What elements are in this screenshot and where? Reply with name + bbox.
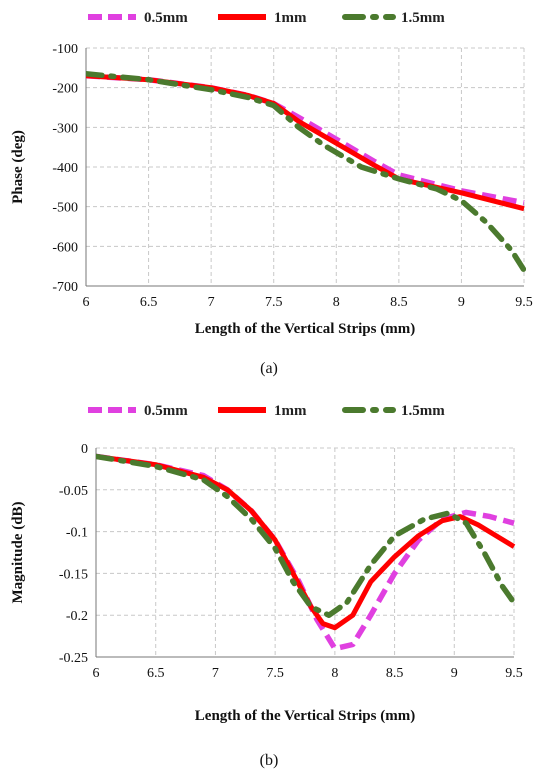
y-tick-label: -0.2 (66, 609, 88, 624)
series-line-1p5mm (96, 453, 516, 618)
x-tick-label: 9 (458, 295, 465, 310)
y-tick-label: -0.25 (59, 651, 88, 666)
y-tick-label: -500 (52, 201, 78, 216)
caption-b: (b) (260, 752, 279, 769)
panel-b: 6 6.5 7 7.5 8 8.5 9 9.5 0 -0.05 -0.1 -0.15 -0.2 -0.25… (10, 403, 523, 724)
x-tick-label: 8 (331, 666, 338, 681)
x-tick-label: 9.5 (515, 295, 533, 310)
x-tick-label: 9.5 (505, 666, 523, 681)
caption-a: (a) (260, 360, 278, 377)
x-tick-label: 6 (93, 666, 100, 681)
y-tick-label: -400 (52, 161, 78, 176)
series-line-1p5mm (86, 71, 526, 273)
y-tick-label: -0.15 (59, 567, 88, 582)
x-tick-label: 8 (333, 295, 340, 310)
series-line-1mm (96, 453, 516, 631)
legend-label: 1mm (274, 403, 307, 419)
x-axis-title: Length of the Vertical Strips (mm) (195, 321, 415, 337)
y-tick-label: -0.1 (66, 526, 88, 541)
series-line-1mm (86, 73, 525, 212)
x-axis-title: Length of the Vertical Strips (mm) (195, 708, 415, 724)
x-tick-label: 6.5 (140, 295, 158, 310)
y-axis-title: Magnitude (dB) (10, 501, 26, 603)
series-line-0p5mm (86, 73, 525, 206)
legend-label: 0.5mm (144, 10, 188, 26)
x-tick-label: 7.5 (266, 666, 284, 681)
legend-label: 1.5mm (401, 10, 445, 26)
legend-label: 1mm (274, 10, 307, 26)
panel-a: 6 6.5 7 7.5 8 8.5 9 9.5 -100 -200 -300 -400 -500 -600… (10, 10, 533, 337)
y-tick-label: 0 (81, 442, 88, 457)
y-tick-label: -200 (52, 82, 78, 97)
x-tick-label: 9 (451, 666, 458, 681)
y-axis-title: Phase (deg) (10, 130, 26, 204)
y-tick-label: -100 (52, 42, 78, 57)
y-tick-label: -700 (52, 280, 78, 295)
x-tick-label: 8.5 (386, 666, 404, 681)
x-tick-label: 7 (212, 666, 219, 681)
y-tick-label: -300 (52, 121, 78, 136)
y-tick-label: -0.05 (59, 484, 88, 499)
legend-label: 0.5mm (144, 403, 188, 419)
y-tick-label: -600 (52, 240, 78, 255)
x-tick-label: 7.5 (265, 295, 283, 310)
x-tick-label: 6 (83, 295, 90, 310)
x-tick-label: 6.5 (147, 666, 165, 681)
legend-label: 1.5mm (401, 403, 445, 419)
series-line-0p5mm (96, 453, 515, 652)
x-tick-label: 8.5 (390, 295, 408, 310)
x-tick-label: 7 (208, 295, 215, 310)
